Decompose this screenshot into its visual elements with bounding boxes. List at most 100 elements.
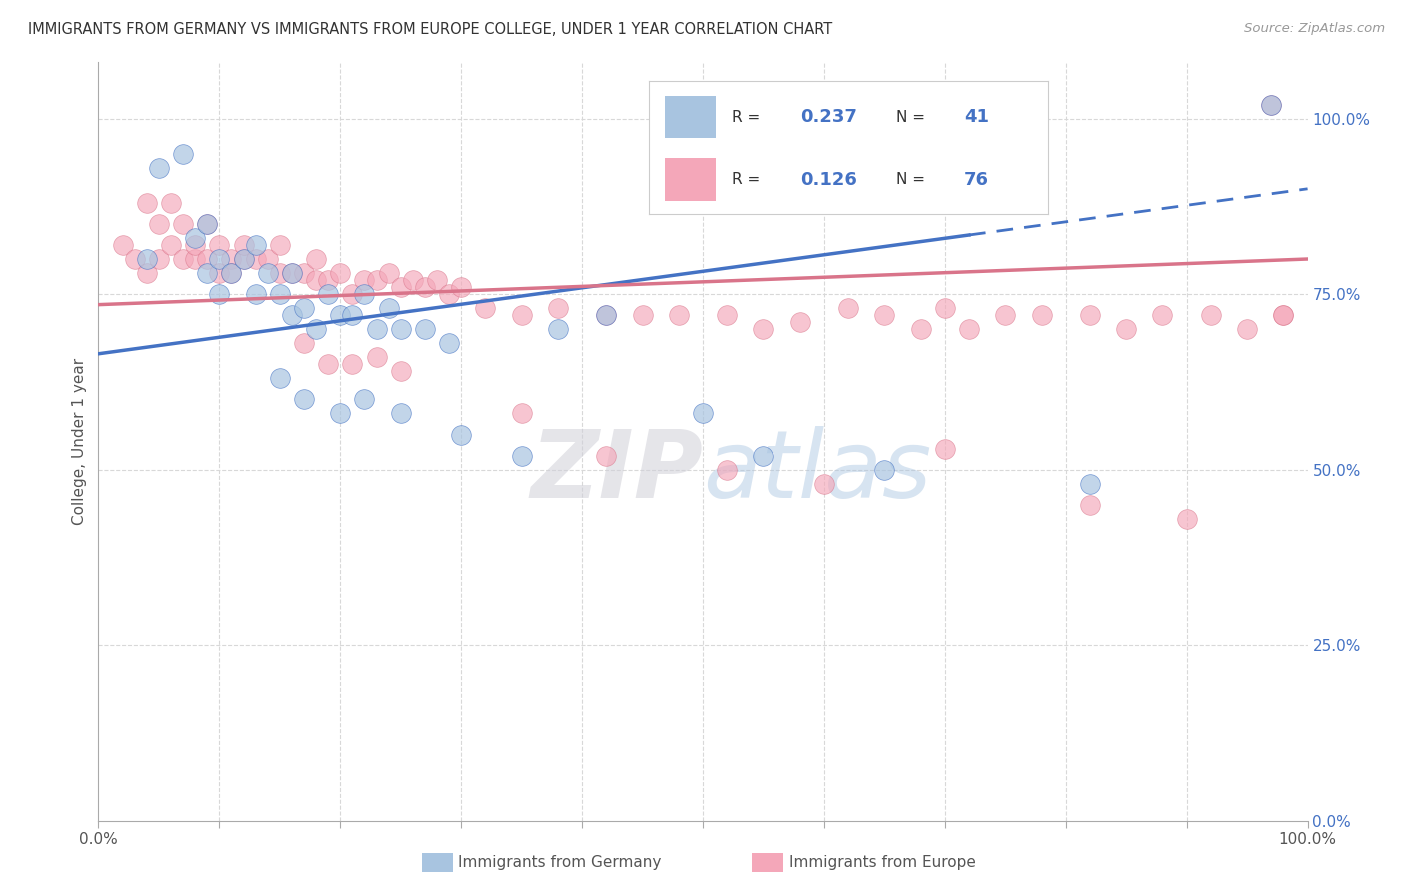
Point: [994, 308, 1017, 322]
Point: [245, 252, 267, 266]
Point: [160, 195, 183, 210]
Point: [510, 449, 533, 463]
Point: [1078, 498, 1101, 512]
Point: [245, 287, 267, 301]
Point: [329, 308, 352, 322]
Point: [148, 217, 170, 231]
Point: [232, 252, 254, 266]
Point: [353, 273, 375, 287]
Point: [269, 266, 291, 280]
Point: [752, 322, 775, 336]
Point: [305, 273, 328, 287]
Point: [135, 195, 157, 210]
Text: Immigrants from Germany: Immigrants from Germany: [458, 855, 662, 870]
Point: [172, 217, 194, 231]
Point: [305, 322, 328, 336]
Point: [316, 357, 339, 371]
Point: [547, 322, 569, 336]
Point: [172, 252, 194, 266]
Point: [389, 407, 412, 421]
Point: [389, 322, 412, 336]
Point: [389, 364, 412, 378]
Point: [1272, 308, 1295, 322]
Text: Source: ZipAtlas.com: Source: ZipAtlas.com: [1244, 22, 1385, 36]
Point: [232, 238, 254, 252]
Point: [873, 462, 896, 476]
Point: [148, 252, 170, 266]
Point: [316, 273, 339, 287]
Point: [208, 252, 231, 266]
Point: [329, 407, 352, 421]
Point: [256, 252, 278, 266]
Point: [668, 308, 690, 322]
Point: [208, 287, 231, 301]
Point: [160, 238, 183, 252]
Point: [1199, 308, 1222, 322]
Point: [595, 449, 617, 463]
Point: [1260, 97, 1282, 112]
Point: [281, 308, 304, 322]
Point: [631, 308, 654, 322]
Point: [269, 371, 291, 385]
Point: [221, 266, 243, 280]
Point: [353, 287, 375, 301]
Point: [450, 427, 472, 442]
Point: [292, 301, 315, 315]
Point: [245, 238, 267, 252]
Point: [329, 266, 352, 280]
Point: [342, 308, 364, 322]
Point: [366, 273, 388, 287]
Point: [752, 449, 775, 463]
Point: [1031, 308, 1053, 322]
Point: [221, 252, 243, 266]
Point: [366, 322, 388, 336]
Point: [789, 315, 811, 329]
Text: atlas: atlas: [703, 426, 931, 517]
Point: [837, 301, 859, 315]
Point: [957, 322, 980, 336]
Point: [195, 217, 218, 231]
Point: [595, 308, 617, 322]
Text: Immigrants from Europe: Immigrants from Europe: [789, 855, 976, 870]
Point: [184, 252, 207, 266]
Text: IMMIGRANTS FROM GERMANY VS IMMIGRANTS FROM EUROPE COLLEGE, UNDER 1 YEAR CORRELAT: IMMIGRANTS FROM GERMANY VS IMMIGRANTS FR…: [28, 22, 832, 37]
Point: [1260, 97, 1282, 112]
Point: [292, 266, 315, 280]
Point: [437, 336, 460, 351]
Point: [292, 336, 315, 351]
Point: [208, 238, 231, 252]
Point: [716, 462, 738, 476]
Point: [474, 301, 496, 315]
Point: [316, 287, 339, 301]
Point: [256, 266, 278, 280]
Point: [195, 266, 218, 280]
Point: [292, 392, 315, 407]
Point: [934, 442, 956, 456]
Point: [366, 351, 388, 365]
Point: [305, 252, 328, 266]
Point: [692, 407, 714, 421]
Point: [342, 357, 364, 371]
Point: [1175, 512, 1198, 526]
Point: [716, 308, 738, 322]
Point: [547, 301, 569, 315]
Point: [135, 252, 157, 266]
Point: [510, 308, 533, 322]
Point: [377, 301, 399, 315]
Point: [195, 252, 218, 266]
Point: [450, 280, 472, 294]
Point: [873, 308, 896, 322]
Point: [1078, 476, 1101, 491]
Point: [1272, 308, 1295, 322]
Point: [221, 266, 243, 280]
Point: [353, 392, 375, 407]
Point: [377, 266, 399, 280]
Point: [111, 238, 134, 252]
Point: [135, 266, 157, 280]
Text: ZIP: ZIP: [530, 425, 703, 518]
Point: [342, 287, 364, 301]
Point: [426, 273, 449, 287]
Point: [124, 252, 146, 266]
Point: [281, 266, 304, 280]
Point: [195, 217, 218, 231]
